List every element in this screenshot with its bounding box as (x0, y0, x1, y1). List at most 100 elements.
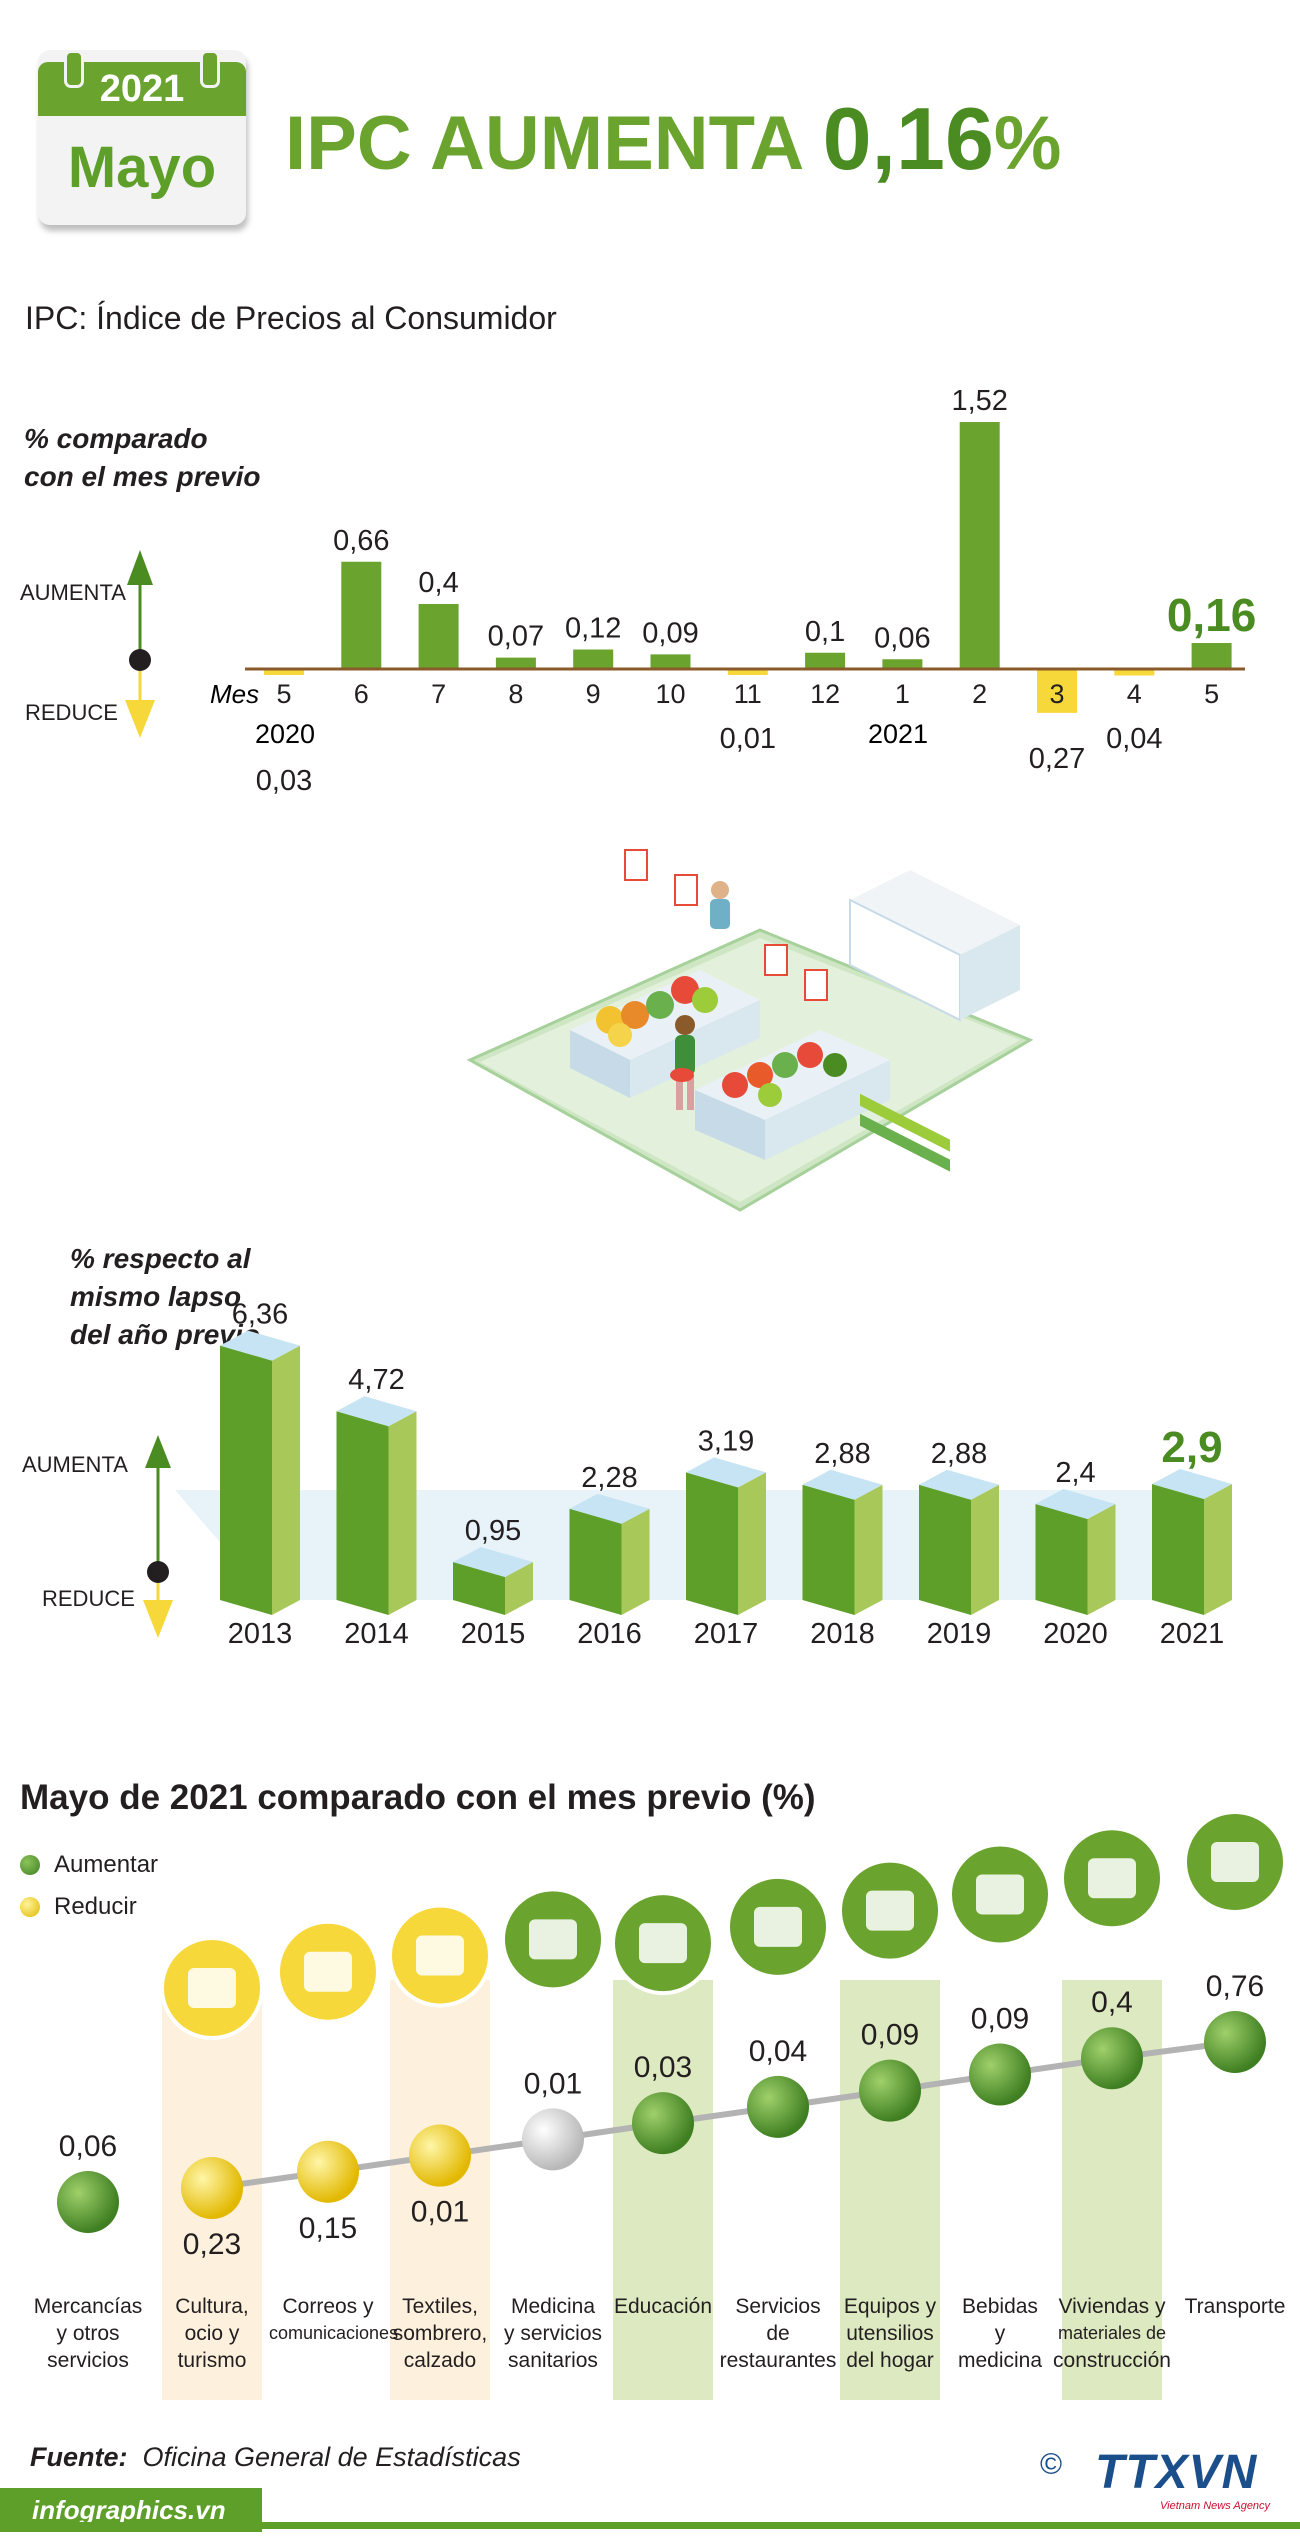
yearly-bar-top (1152, 1469, 1232, 1499)
legend-up-dot (20, 1855, 40, 1875)
source-text: Oficina General de Estadísticas (142, 2442, 521, 2472)
category-dot (969, 2043, 1031, 2106)
yearly-value-label: 0,95 (465, 1515, 521, 1547)
drinks-icon-glyph (976, 1874, 1024, 1915)
bottom-rule (0, 2522, 1300, 2529)
yearly-bar-side (272, 1345, 300, 1615)
radio-tower-icon-glyph (304, 1951, 352, 1992)
category-value-label: 0,4 (1091, 1986, 1133, 2019)
monthly-month-label: 1 (895, 679, 910, 709)
category-value-label: 0,09 (971, 2002, 1029, 2035)
category-highlight-band (613, 1980, 713, 2400)
yearly-bar-front (686, 1472, 738, 1615)
yearly-bar-side (854, 1484, 883, 1615)
monthly-bar (1191, 643, 1232, 669)
yearly-bar-top (919, 1469, 999, 1500)
category-dot (859, 2059, 921, 2122)
monthly-bar (418, 604, 459, 669)
shopper-figure (670, 1015, 695, 1110)
film-clapper-icon-glyph (188, 1968, 236, 2008)
yearly-value-label: 2,9 (1161, 1423, 1222, 1472)
house-icon-glyph (1088, 1858, 1136, 1899)
monthly-value-label: 0,04 (1106, 723, 1162, 755)
yearly-year-label: 2021 (1160, 1618, 1225, 1650)
yearly-label-line1: % respecto al (70, 1243, 251, 1274)
yearly-bar-top (453, 1547, 533, 1577)
monthly-value-label: 0,66 (333, 525, 389, 557)
monthly-month-label: 5 (1204, 679, 1219, 709)
monthly-value-label: 0,4 (418, 567, 458, 599)
grocery-store-illustration (466, 849, 1034, 1212)
monthly-value-label: 0,16 (1167, 589, 1257, 641)
category-dot (1204, 2011, 1266, 2073)
yearly-chart: 6,36 2013 4,72 2014 0,95 2015 2,28 2016 3,19 2017… (143, 1299, 1232, 1650)
category-dot (632, 2092, 694, 2155)
monthly-month-label: 11 (734, 679, 762, 709)
monthly-bar (1037, 669, 1077, 713)
ttxvn-logo-subtitle: Vietnam News Agency (1160, 2500, 1271, 2512)
washing-machine-icon-glyph (866, 1890, 914, 1931)
monthly-month-label: 4 (1127, 679, 1142, 709)
category-value-label: 0,09 (861, 2019, 919, 2052)
monthly-chart: Mes 2020 2021 0,0350,6660,470,0780,1290,… (125, 385, 1257, 797)
title-value: 0,16 (822, 89, 994, 188)
monthly-month-label: 3 (1049, 679, 1064, 709)
monthly-axis-prefix: Mes (210, 679, 259, 709)
monthly-bar (650, 654, 691, 669)
monthly-direction-arrow (125, 550, 155, 738)
yearly-bar-front (453, 1562, 505, 1615)
yearly-bar-top (336, 1396, 417, 1427)
category-trend-line (211, 2039, 1236, 2191)
category-highlight-band (390, 1980, 490, 2400)
monthly-label-line1: % comparado (24, 423, 208, 454)
category-value-label: 0,23 (183, 2228, 241, 2261)
yearly-value-label: 2,28 (581, 1462, 637, 1494)
monthly-value-label: 0,06 (874, 622, 930, 654)
yearly-bar-front (220, 1345, 272, 1615)
yearly-down-label: REDUCE (42, 1586, 135, 1611)
monthly-bar (341, 561, 382, 669)
subtitle: IPC: Índice de Precios al Consumidor (25, 300, 557, 336)
title-prefix: IPC AUMENTA (285, 101, 823, 186)
yearly-value-label: 6,36 (232, 1299, 288, 1331)
yearly-bar-top (220, 1330, 300, 1361)
category-dot (297, 2140, 359, 2203)
ttxvn-logo: TTXVN (1095, 2446, 1258, 2499)
monthly-value-label: 0,07 (488, 621, 544, 653)
monthly-month-label: 10 (655, 679, 685, 709)
produce-stand-right (695, 1030, 890, 1160)
yearly-value-label: 4,72 (348, 1364, 404, 1396)
monthly-year-2020: 2020 (255, 719, 315, 749)
monthly-value-label: 0,01 (720, 723, 776, 755)
category-value-label: 0,15 (299, 2212, 357, 2245)
traffic-light-icon-glyph (1211, 1842, 1259, 1882)
category-value-label: 0,06 (59, 2130, 117, 2163)
category-dot (1081, 2027, 1143, 2090)
monthly-month-label: 2 (972, 679, 987, 709)
monthly-bar (573, 649, 614, 669)
monthly-value-label: 0,1 (805, 616, 845, 648)
monthly-bar (495, 657, 536, 669)
yearly-year-label: 2020 (1043, 1618, 1108, 1650)
monthly-value-label: 0,09 (642, 617, 698, 649)
yearly-bar-side (621, 1508, 650, 1615)
vendor-figure (710, 881, 730, 929)
category-dot (409, 2124, 471, 2187)
calendar-ring-left (64, 50, 84, 88)
category-highlight-band (840, 1980, 940, 2400)
category-value-label: 0,76 (1206, 1970, 1264, 2003)
category-section-title: Mayo de 2021 comparado con el mes previo… (20, 1778, 816, 1817)
yearly-bar-side (971, 1484, 999, 1615)
clothes-icon-glyph (416, 1935, 464, 1976)
yearly-bar-side (1087, 1504, 1116, 1615)
yearly-direction-arrow (143, 1435, 173, 1638)
source-label: Fuente: (30, 2442, 128, 2472)
monthly-month-label: 9 (586, 679, 601, 709)
yearly-value-label: 2,88 (814, 1438, 870, 1470)
legend-down-dot (20, 1897, 40, 1917)
title-suffix: % (993, 101, 1062, 186)
yearly-value-label: 2,4 (1055, 1457, 1095, 1489)
monthly-bar (1114, 669, 1155, 676)
source-line: Fuente: Oficina General de Estadísticas (30, 2442, 521, 2473)
category-dot (181, 2157, 243, 2219)
